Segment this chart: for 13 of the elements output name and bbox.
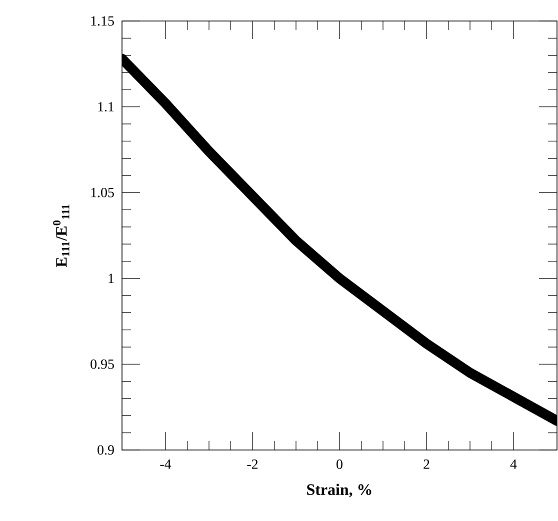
y-tick-label: 0.9 [98,445,114,455]
y-tick-label: 1 [108,274,114,284]
x-tick-label: 2 [424,460,430,469]
y-tick-label: 1.15 [91,16,114,26]
x-tick-label: -4 [160,460,172,469]
x-tick-label: 4 [510,460,517,469]
x-tick-label: 0 [336,460,342,469]
x-axis-title: Strain, % [307,484,372,498]
y-axis-title: E$_{111}$/E$^{0}$111 [52,204,70,268]
y-tick-label: 1.05 [91,188,114,198]
y-tick-label: 0.95 [90,359,114,369]
x-tick-label: -2 [247,460,258,469]
y-tick-label: 1.1 [98,102,114,112]
